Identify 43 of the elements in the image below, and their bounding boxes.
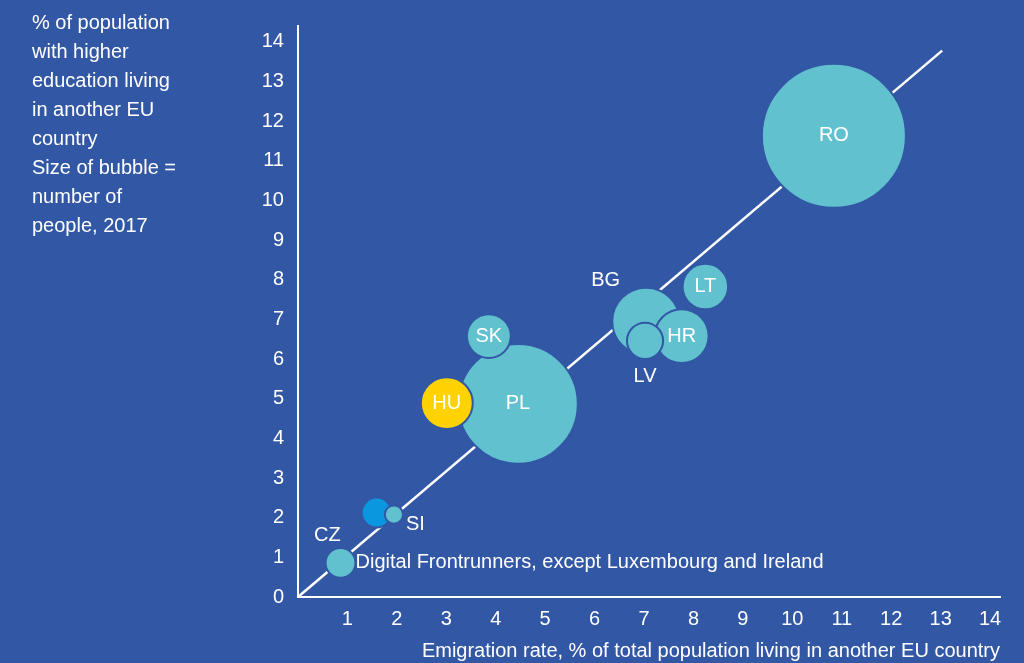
- x-tick-label: 2: [391, 606, 403, 629]
- x-tick-label: 10: [781, 606, 804, 629]
- x-tick-label: 14: [978, 606, 1002, 629]
- y-tick-label: 9: [272, 227, 284, 250]
- x-tick-label: 3: [440, 606, 452, 629]
- y-tick-label: 5: [272, 386, 284, 409]
- annotation: BG: [591, 267, 621, 290]
- annotation: LT: [694, 274, 717, 297]
- x-tick-label: 12: [880, 606, 903, 629]
- y-tick-label: 2: [272, 505, 284, 528]
- y-tick-label: 6: [272, 346, 284, 369]
- annotation: LV: [633, 364, 658, 387]
- x-tick-label: 7: [638, 606, 650, 629]
- annotation: RO: [818, 123, 849, 146]
- x-tick-label: 13: [929, 606, 952, 629]
- y-tick-label: 14: [261, 29, 284, 52]
- x-tick-label: 9: [737, 606, 749, 629]
- y-tick-label: 13: [261, 69, 284, 92]
- x-tick-label: 6: [589, 606, 601, 629]
- text: Size of bubble = number of people, 2017: [32, 155, 177, 238]
- y-tick-label: 11: [263, 148, 284, 171]
- x-tick-label: 5: [539, 606, 551, 629]
- y-tick-label: 1: [272, 544, 284, 567]
- x-tick-label: 4: [490, 606, 502, 629]
- annotation: PL: [505, 391, 531, 414]
- y-axis-title: % of population with higher education living in another EU country: [32, 10, 171, 151]
- annotation: CZ: [313, 523, 341, 546]
- x-tick-label: 1: [341, 606, 353, 629]
- y-tick-label: 8: [272, 267, 284, 290]
- y-tick-label: 7: [272, 306, 284, 329]
- y-tick-label: 3: [272, 465, 284, 488]
- annotation: HR: [667, 323, 697, 346]
- x-tick-label: 11: [831, 606, 853, 629]
- annotation: SI: [405, 512, 425, 535]
- annotation: Digital Frontrunners, except Luxembourg and Ireland: [355, 550, 824, 573]
- annotation: HU: [432, 390, 462, 413]
- x-axis-title: Emigration rate, % of total population living in another EU country: [421, 638, 1000, 661]
- y-tick-label: 4: [272, 425, 284, 448]
- y-tick-label: 10: [261, 187, 284, 210]
- annotation: SK: [475, 323, 503, 346]
- x-tick-label: 8: [687, 606, 700, 629]
- y-tick-label: 0: [272, 584, 284, 607]
- y-tick-label: 12: [261, 108, 284, 131]
